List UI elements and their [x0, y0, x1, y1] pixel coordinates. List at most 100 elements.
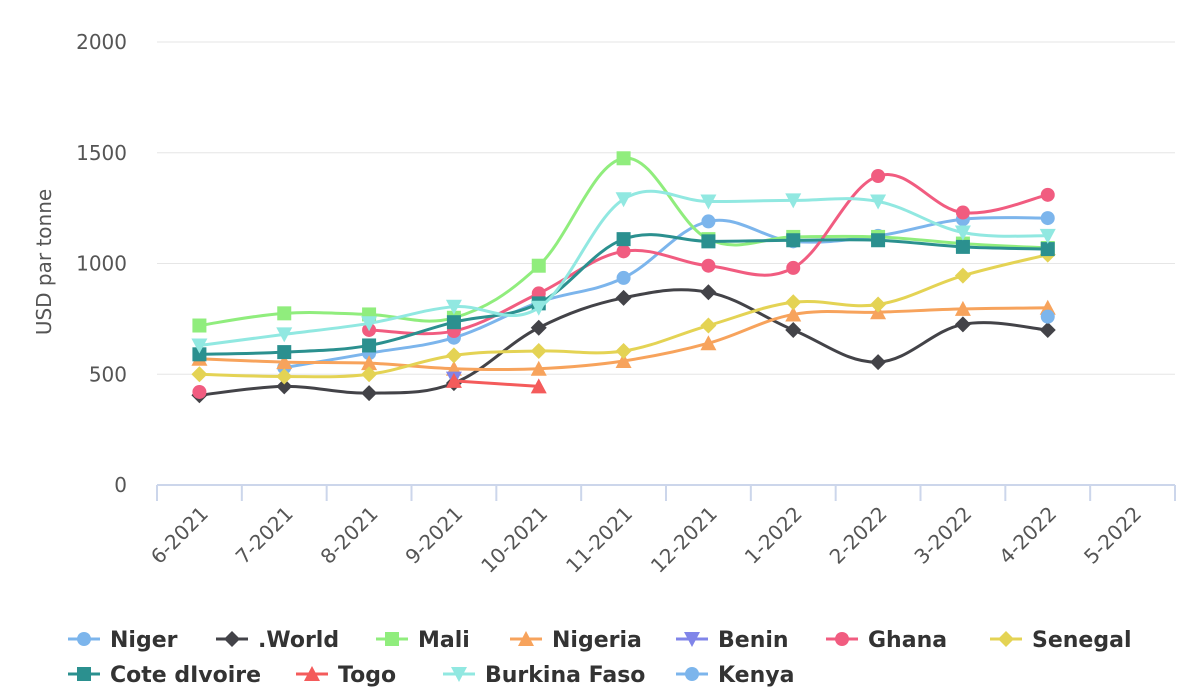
legend-marker — [304, 666, 320, 681]
data-point — [530, 360, 547, 376]
data-point — [276, 354, 293, 370]
data-point — [445, 299, 462, 315]
legend-item[interactable]: Benin — [676, 628, 789, 653]
data-point — [277, 345, 292, 360]
legend-marker — [224, 631, 240, 647]
data-point — [786, 260, 801, 275]
legend-label: Mali — [418, 628, 470, 653]
data-point — [361, 316, 378, 332]
data-point — [871, 169, 886, 184]
legend-item[interactable]: Togo — [296, 663, 396, 688]
y-tick-label: 1000 — [76, 252, 127, 276]
data-point — [871, 233, 886, 248]
series-nigeria — [191, 299, 1056, 376]
x-tick-label: 7-2021 — [231, 502, 298, 569]
legend-label: Benin — [718, 628, 789, 653]
legend-item[interactable]: Niger — [68, 628, 178, 653]
x-tick-label: 12-2021 — [646, 502, 722, 578]
legend-item[interactable]: Kenya — [676, 663, 794, 688]
data-point — [361, 385, 378, 402]
data-point — [361, 355, 378, 371]
legend-item[interactable]: Senegal — [990, 628, 1131, 653]
series-line — [282, 215, 1050, 370]
x-axis: 6-2021 7-2021 8-2021 9-2021 10-2021 11-2021 12… — [146, 484, 1176, 578]
series-layer — [191, 151, 1056, 404]
legend-item[interactable]: .World — [216, 628, 339, 653]
data-point — [700, 335, 717, 351]
data-point — [1040, 211, 1055, 226]
data-point — [530, 319, 547, 336]
legend-label: Togo — [338, 663, 396, 688]
data-point — [616, 232, 631, 247]
data-point — [785, 294, 802, 311]
legend-item[interactable]: Cote dIvoire — [68, 663, 261, 688]
y-axis-ticks: 0 500 1000 1500 2000 — [76, 30, 127, 497]
series--world — [191, 284, 1056, 404]
data-point — [954, 267, 971, 284]
data-point — [616, 244, 631, 259]
data-point — [276, 368, 293, 385]
data-point — [701, 234, 716, 249]
legend-item[interactable]: Ghana — [826, 628, 947, 653]
data-point — [446, 315, 461, 330]
x-tick-label: 11-2021 — [561, 502, 637, 578]
data-point — [445, 372, 462, 388]
y-tick-label: 500 — [89, 362, 127, 386]
legend-label: Ghana — [868, 628, 947, 653]
data-point — [192, 347, 207, 362]
legend-label: Niger — [110, 628, 178, 653]
legend-item[interactable]: Burkina Faso — [443, 663, 645, 688]
data-point — [955, 239, 970, 254]
data-point — [530, 300, 547, 316]
data-point — [616, 151, 631, 166]
legend-label: Senegal — [1032, 628, 1131, 653]
x-tick-label: 9-2021 — [400, 502, 467, 569]
grid-lines — [157, 41, 1175, 375]
data-point — [615, 289, 632, 306]
data-point — [1039, 228, 1056, 244]
data-point — [191, 366, 208, 383]
data-point — [870, 296, 887, 313]
x-tick-label: 4-2022 — [994, 502, 1061, 569]
legend-label: Burkina Faso — [485, 663, 645, 688]
data-point — [615, 192, 632, 208]
data-point — [785, 193, 802, 209]
data-point — [785, 306, 802, 322]
data-point — [530, 378, 547, 394]
x-tick-label: 1-2022 — [740, 502, 807, 569]
data-point — [870, 194, 887, 210]
data-point — [1039, 321, 1056, 338]
legend-marker — [451, 667, 467, 682]
y-axis-label: USD par tonne — [32, 189, 56, 335]
data-point — [530, 342, 547, 359]
legend-item[interactable]: Mali — [376, 628, 470, 653]
legend-item[interactable]: Nigeria — [510, 628, 642, 653]
data-point — [445, 347, 462, 364]
x-tick-label: 3-2022 — [909, 502, 976, 569]
legend-marker — [685, 667, 699, 681]
data-point — [1040, 242, 1055, 257]
series-line — [197, 189, 1050, 347]
data-point — [361, 366, 378, 383]
legend-marker — [518, 631, 534, 646]
data-point — [615, 342, 632, 359]
data-point — [191, 338, 208, 354]
data-point — [785, 321, 802, 338]
series-kenya — [1040, 309, 1055, 324]
y-tick-label: 2000 — [76, 30, 127, 54]
data-point — [192, 384, 207, 399]
data-point — [1040, 187, 1055, 202]
legend-label: Cote dIvoire — [110, 663, 261, 688]
y-tick-label: 1500 — [76, 141, 127, 165]
data-point — [954, 316, 971, 333]
x-tick-label: 6-2021 — [146, 502, 213, 569]
legend-label: Nigeria — [552, 628, 642, 653]
legend: Niger .World Mali Nigeria Benin Ghana Senegal C… — [68, 628, 1131, 688]
data-point — [701, 214, 716, 229]
legend-marker — [77, 632, 91, 646]
series-line — [452, 379, 541, 388]
legend-marker — [835, 632, 849, 646]
data-point — [701, 258, 716, 273]
series-burkina-faso — [191, 189, 1056, 354]
data-point — [276, 327, 293, 343]
